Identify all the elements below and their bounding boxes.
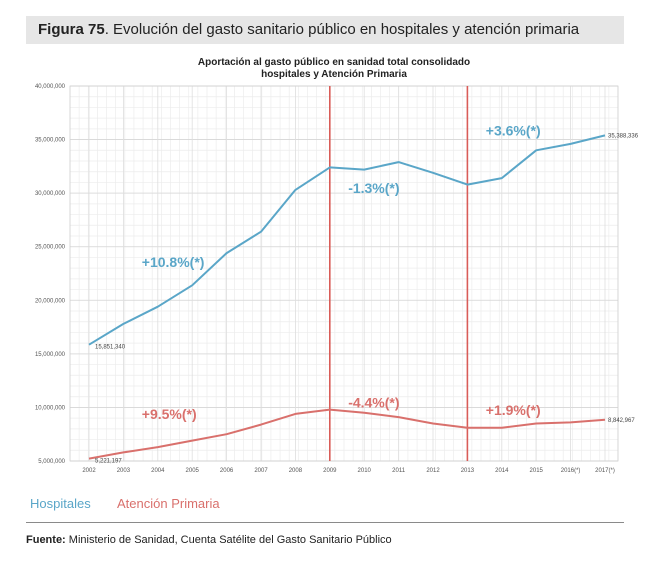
y-tick-label: 5,000,000: [38, 459, 65, 465]
figure-title-rest: . Evolución del gasto sanitario público …: [104, 21, 580, 38]
growth-annotation: +1.9%(*): [486, 402, 541, 418]
source-note: Fuente: Ministerio de Sanidad, Cuenta Sa…: [26, 534, 392, 546]
line-chart: Aportación al gasto público en sanidad t…: [35, 57, 639, 474]
series-line-atencion-primaria: [88, 408, 606, 460]
source-text: Ministerio de Sanidad, Cuenta Satélite d…: [65, 534, 392, 546]
x-tick-label: 2011: [392, 468, 406, 474]
y-tick-label: 20,000,000: [35, 298, 66, 304]
divider-line: [26, 522, 624, 523]
x-tick-label: 2012: [426, 468, 440, 474]
x-tick-label: 2008: [289, 468, 303, 474]
legend-atencion-primaria: Atención Primaria: [117, 496, 220, 511]
x-tick-label: 2002: [82, 468, 96, 474]
y-tick-label: 15,000,000: [35, 352, 66, 358]
y-tick-label: 35,000,000: [35, 138, 66, 144]
figure-header: Figura 75. Evolución del gasto sanitario…: [26, 16, 624, 44]
series-line-hospitales: [88, 134, 606, 346]
y-tick-label: 25,000,000: [35, 245, 66, 251]
y-tick-label: 10,000,000: [35, 405, 66, 411]
figure-title: Figura 75. Evolución del gasto sanitario…: [38, 21, 579, 38]
x-tick-label: 2009: [323, 468, 337, 474]
x-tick-label: 2006: [220, 468, 234, 474]
x-tick-label: 2003: [117, 468, 131, 474]
x-tick-label: 2016(*): [561, 468, 581, 474]
y-tick-label: 40,000,000: [35, 84, 66, 90]
point-value-label: 8,842,967: [608, 418, 635, 424]
growth-annotation: -4.4%(*): [348, 394, 399, 410]
point-value-label: 35,388,336: [608, 133, 639, 139]
chart-title-line: Aportación al gasto público en sanidad t…: [198, 57, 470, 68]
growth-annotation: -1.3%(*): [348, 180, 399, 196]
x-tick-label: 2015: [530, 468, 544, 474]
x-tick-label: 2007: [254, 468, 268, 474]
x-tick-label: 2004: [151, 468, 165, 474]
figure-label: Figura 75: [38, 21, 105, 38]
chart-title-line: hospitales y Atención Primaria: [261, 69, 407, 80]
x-tick-label: 2010: [358, 468, 372, 474]
growth-annotation: +10.8%(*): [142, 254, 205, 270]
growth-annotation: +3.6%(*): [486, 122, 541, 138]
y-tick-label: 30,000,000: [35, 191, 66, 197]
source-label: Fuente:: [26, 534, 66, 546]
plot-frame: [69, 85, 619, 462]
x-tick-label: 2014: [495, 468, 509, 474]
x-tick-label: 2005: [186, 468, 200, 474]
growth-annotation: +9.5%(*): [142, 406, 197, 422]
x-tick-label: 2013: [461, 468, 475, 474]
point-value-label: 15,851,340: [95, 345, 126, 351]
x-tick-label: 2017(*): [595, 468, 615, 474]
point-value-label: 5,221,197: [95, 459, 122, 465]
legend-hospitales: Hospitales: [30, 496, 91, 511]
